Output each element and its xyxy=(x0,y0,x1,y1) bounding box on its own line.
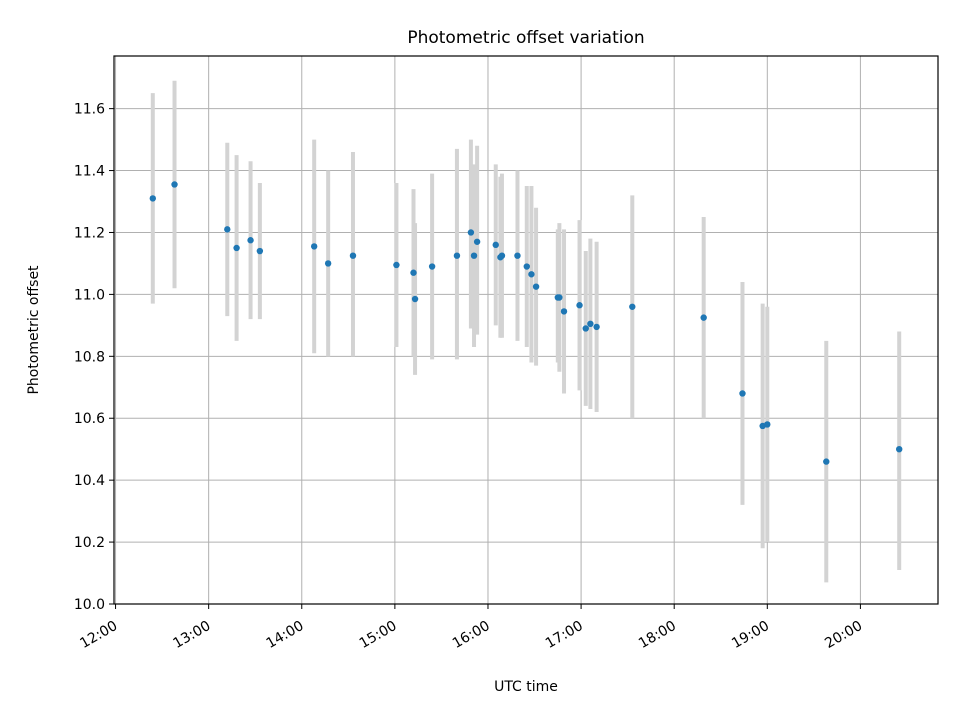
data-point xyxy=(532,283,540,290)
data-point xyxy=(764,421,771,428)
chart-title: Photometric offset variation xyxy=(407,28,644,48)
data-point xyxy=(310,243,318,250)
data-point xyxy=(393,261,400,269)
data-point xyxy=(233,244,240,252)
y-tick-label: 10.2 xyxy=(74,535,105,551)
data-point xyxy=(410,269,417,276)
data-point xyxy=(593,323,600,331)
data-point xyxy=(498,252,506,259)
data-point xyxy=(739,390,746,397)
x-axis-label: UTC time xyxy=(494,679,558,695)
data-point xyxy=(896,445,903,453)
grid xyxy=(114,56,938,605)
data-point xyxy=(171,181,178,188)
data-point xyxy=(247,237,254,244)
data-point xyxy=(823,458,830,465)
data-point xyxy=(224,226,231,233)
y-tick-label: 10.0 xyxy=(74,597,105,613)
data-point xyxy=(470,252,478,259)
y-tick-label: 10.8 xyxy=(74,349,105,365)
data-point xyxy=(556,294,563,301)
y-tick-label: 11.0 xyxy=(74,287,105,303)
data-point xyxy=(700,314,707,321)
y-tick-label: 11.2 xyxy=(74,225,105,241)
data-point xyxy=(467,229,475,236)
data-point xyxy=(528,271,535,278)
data-point xyxy=(149,195,156,202)
data-point xyxy=(629,303,636,310)
data-point xyxy=(523,263,530,270)
y-tick-label: 11.6 xyxy=(74,102,105,118)
data-point xyxy=(514,252,521,259)
data-point xyxy=(473,238,481,245)
y-axis-label: Photometric offset xyxy=(26,265,42,395)
y-tick-label: 10.4 xyxy=(74,473,105,489)
data-point xyxy=(587,320,594,328)
data-point xyxy=(349,252,357,259)
data-point xyxy=(411,295,419,303)
data-point xyxy=(428,263,436,270)
data-point xyxy=(582,325,589,332)
data-points xyxy=(149,181,903,465)
data-point xyxy=(576,302,583,309)
data-point xyxy=(453,252,461,259)
data-point xyxy=(560,308,568,315)
data-point xyxy=(492,241,499,249)
y-tick-label: 11.4 xyxy=(74,164,105,180)
plot-frame xyxy=(113,55,939,605)
data-point xyxy=(324,260,332,267)
data-point xyxy=(256,247,264,255)
y-tick-label: 10.6 xyxy=(74,411,105,427)
